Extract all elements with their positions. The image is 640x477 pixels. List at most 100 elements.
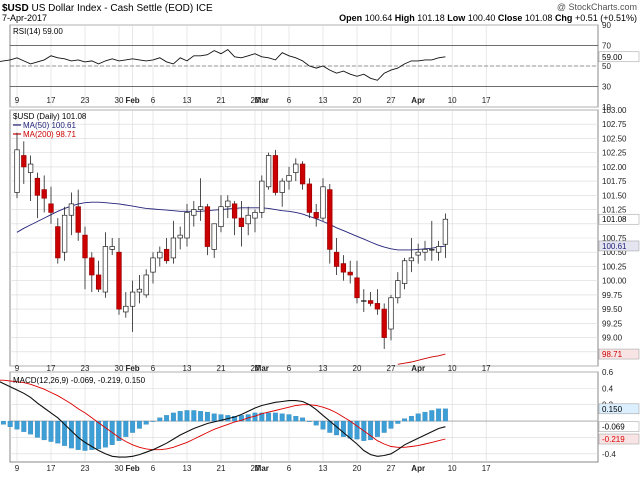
candle-up: [191, 209, 197, 216]
price-x-tick-label: 13: [319, 364, 328, 373]
macd-x-tick-label: Mar: [255, 464, 269, 473]
macd-histogram-bar: [96, 420, 102, 450]
macd-histogram-bar: [442, 408, 448, 422]
rsi-x-tick-label: 9: [15, 96, 20, 105]
instrument-name: US Dollar Index - Cash Settle (EOD): [31, 3, 193, 14]
macd-histogram-bar: [402, 418, 408, 422]
macd-histogram-bar: [218, 414, 224, 422]
candle-down: [340, 263, 347, 273]
candle-down: [327, 189, 333, 250]
histogram-value-tag: 0.150: [602, 405, 623, 414]
macd-histogram-bar: [368, 420, 374, 441]
macd-histogram-bar: [388, 420, 394, 429]
price-x-tick-label: Mar: [255, 364, 269, 373]
y-tick-label: 100.75: [602, 234, 627, 243]
ma50-line: [16, 201, 446, 251]
macd-histogram-bar: [408, 416, 414, 422]
price-x-tick-label: 23: [81, 364, 90, 373]
macd-x-tick-label: Apr: [411, 464, 425, 473]
candle-up: [279, 180, 285, 193]
candle-down: [34, 177, 41, 196]
candle-up: [150, 257, 156, 273]
candle-up: [401, 260, 408, 284]
rsi-x-tick-label: 27: [387, 96, 396, 105]
rsi-x-tick-label: 30: [115, 96, 124, 105]
y-tick-label: 30: [602, 83, 611, 92]
candle-up: [14, 149, 20, 193]
macd-histogram-bar: [41, 420, 47, 441]
price-x-tick-label: 9: [15, 364, 20, 373]
macd-histogram-bar: [381, 420, 387, 433]
candle-up: [61, 214, 68, 253]
macd-x-tick-label: 10: [448, 464, 457, 473]
macd-histogram-bar: [34, 420, 40, 438]
macd-histogram-bar: [272, 412, 278, 422]
price-x-tick-label: 10: [448, 364, 457, 373]
price-x-tick-label: 13: [183, 364, 192, 373]
price-header: $USD US Dollar Index - Cash Settle (EOD)…: [2, 2, 637, 23]
y-tick-label: 102.50: [602, 134, 627, 143]
price-x-tick-label: 17: [482, 364, 491, 373]
macd-histogram-bar: [89, 420, 95, 450]
macd-histogram-bar: [130, 420, 136, 433]
symbol: $USD: [2, 3, 29, 14]
rsi-x-tick-label: 10: [448, 96, 457, 105]
candle-up: [388, 297, 394, 330]
y-tick-label: 101.25: [602, 206, 627, 215]
candle-down: [333, 251, 340, 267]
macd-histogram-bar: [436, 408, 442, 422]
y-tick-label: 90: [602, 21, 611, 30]
rsi-value-tag-bg: [598, 51, 640, 63]
macd-histogram-bar: [62, 420, 68, 446]
macd-histogram-bar: [313, 420, 319, 426]
macd-histogram-bar: [116, 420, 122, 441]
y-tick-label: 101.75: [602, 177, 627, 186]
macd-value-tag-bg: [598, 421, 640, 432]
candle-down: [21, 155, 27, 168]
macd-histogram-bar: [14, 420, 20, 430]
candle-up: [408, 257, 415, 262]
macd-x-tick-label: Feb: [125, 464, 139, 473]
candle-up: [422, 249, 428, 253]
candle-up: [245, 214, 251, 225]
macd-histogram-bar: [422, 411, 428, 422]
y-tick-label: 99.50: [602, 305, 623, 314]
candle-up: [129, 291, 136, 307]
price-x-tick-label: 6: [287, 364, 292, 373]
macd-histogram-bar: [429, 410, 435, 422]
macd-histogram-bar: [28, 420, 34, 435]
ma200-legend: MA(200) 98.71: [23, 130, 76, 139]
macd-histogram-bar: [136, 420, 142, 429]
macd-histogram-bar: [374, 420, 380, 437]
rsi-panel: 10 30 50 70 90 RSI(14) 59.00 59.00: [0, 21, 640, 112]
candle-down: [374, 303, 381, 310]
candle-down: [238, 217, 245, 227]
macd-x-tick-label: 13: [183, 464, 192, 473]
candle-up: [252, 212, 258, 219]
macd-x-tick-label: 30: [115, 464, 124, 473]
candle-down: [313, 212, 319, 219]
chg-label: Chg: [555, 13, 573, 23]
candle-down: [306, 183, 313, 213]
macd-x-tick-label: 9: [15, 464, 20, 473]
high-value: 101.18: [417, 13, 445, 23]
macd-histogram-bar: [300, 417, 306, 422]
candle-down: [82, 234, 88, 259]
close-label: Close: [498, 13, 523, 23]
candle-down: [75, 206, 81, 233]
candle-up: [442, 218, 449, 245]
macd-x-tick-label: 27: [387, 464, 396, 473]
macd-histogram-bar: [68, 420, 74, 449]
macd-histogram-bar: [259, 412, 265, 422]
ma50-value-tag-bg: [598, 240, 640, 252]
candle-down: [89, 257, 95, 276]
macd-histogram-bar: [293, 416, 299, 422]
ma200-line: [397, 353, 446, 365]
histogram-value-tag-bg: [598, 403, 640, 415]
macd-histogram-bar: [211, 413, 217, 422]
y-tick-label: 102.00: [602, 163, 627, 172]
rsi-x-tick-label: 17: [482, 96, 491, 105]
candle-up: [109, 246, 115, 250]
candle-up: [293, 163, 299, 173]
chg-value: +0.51 (+0.51%): [575, 13, 637, 23]
